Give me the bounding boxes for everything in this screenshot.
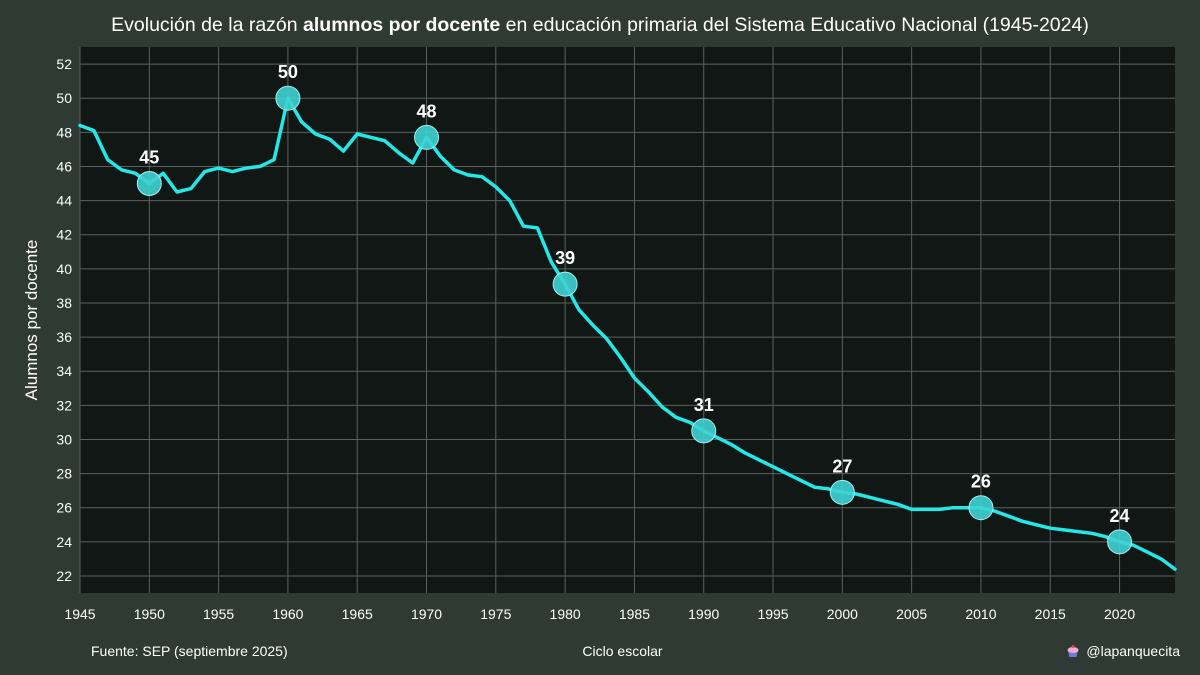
data-point-marker [691, 418, 717, 444]
x-tick-label: 2020 [1104, 606, 1135, 622]
y-tick-label: 48 [56, 124, 72, 140]
y-tick-label: 38 [56, 295, 72, 311]
x-tick-label: 1960 [272, 606, 303, 622]
data-point-marker [414, 124, 440, 150]
data-point-marker [968, 495, 994, 521]
y-tick-label: 26 [56, 500, 72, 516]
x-tick-label: 1990 [688, 606, 719, 622]
y-tick-label: 24 [56, 534, 72, 550]
y-tick-label: 22 [56, 568, 72, 584]
y-tick-label: 40 [56, 261, 72, 277]
y-tick-label: 32 [56, 397, 72, 413]
y-tick-label: 30 [56, 431, 72, 447]
credit: @lapanquecita [1066, 643, 1180, 659]
title-part1: Evolución de la razón [111, 14, 304, 36]
x-tick-label: 1985 [619, 606, 650, 622]
data-label: 27 [832, 456, 852, 476]
x-tick-label: 1970 [411, 606, 442, 622]
data-label: 31 [694, 395, 714, 415]
x-tick-label: 1950 [134, 606, 165, 622]
title-part2: en educación primaria del Sistema Educat… [500, 14, 1089, 36]
data-label: 26 [971, 472, 991, 492]
plot-area [80, 47, 1175, 593]
x-tick-label: 1965 [342, 606, 373, 622]
chart-title: Evolución de la razón alumnos por docent… [0, 14, 1200, 37]
data-point-marker [1107, 529, 1133, 555]
y-tick-label: 44 [56, 193, 72, 209]
y-tick-label: 34 [56, 363, 72, 379]
cupcake-icon [1067, 645, 1079, 657]
y-tick-label: 42 [56, 227, 72, 243]
x-tick-label: 1975 [480, 606, 511, 622]
credit-handle: @lapanquecita [1086, 643, 1180, 659]
title-bold: alumnos por docente [303, 14, 501, 36]
y-tick-label: 36 [56, 329, 72, 345]
x-tick-label: 2010 [965, 606, 996, 622]
x-tick-label: 2015 [1035, 606, 1066, 622]
y-tick-label: 52 [56, 56, 72, 72]
data-point-marker [829, 479, 855, 505]
data-point-marker [136, 171, 162, 196]
y-tick-label: 28 [56, 466, 72, 482]
data-point-marker [275, 85, 301, 111]
y-tick-label: 46 [56, 158, 72, 174]
y-tick-label: 50 [56, 90, 72, 106]
source-note: Fuente: SEP (septiembre 2025) [91, 643, 288, 659]
data-label: 24 [1110, 506, 1130, 526]
data-label: 48 [417, 101, 437, 121]
y-axis-label: Alumnos por docente [22, 240, 41, 401]
x-tick-label: 1980 [550, 606, 581, 622]
data-label: 50 [278, 62, 298, 82]
x-tick-label: 1945 [64, 606, 95, 622]
x-tick-label: 1995 [757, 606, 788, 622]
x-tick-label: 2000 [827, 606, 858, 622]
data-point-marker [552, 271, 578, 297]
data-label: 39 [555, 248, 575, 268]
x-tick-label: 2005 [896, 606, 927, 622]
data-label: 45 [139, 148, 159, 168]
x-tick-label: 1955 [203, 606, 234, 622]
x-axis-label: Ciclo escolar [582, 643, 663, 659]
